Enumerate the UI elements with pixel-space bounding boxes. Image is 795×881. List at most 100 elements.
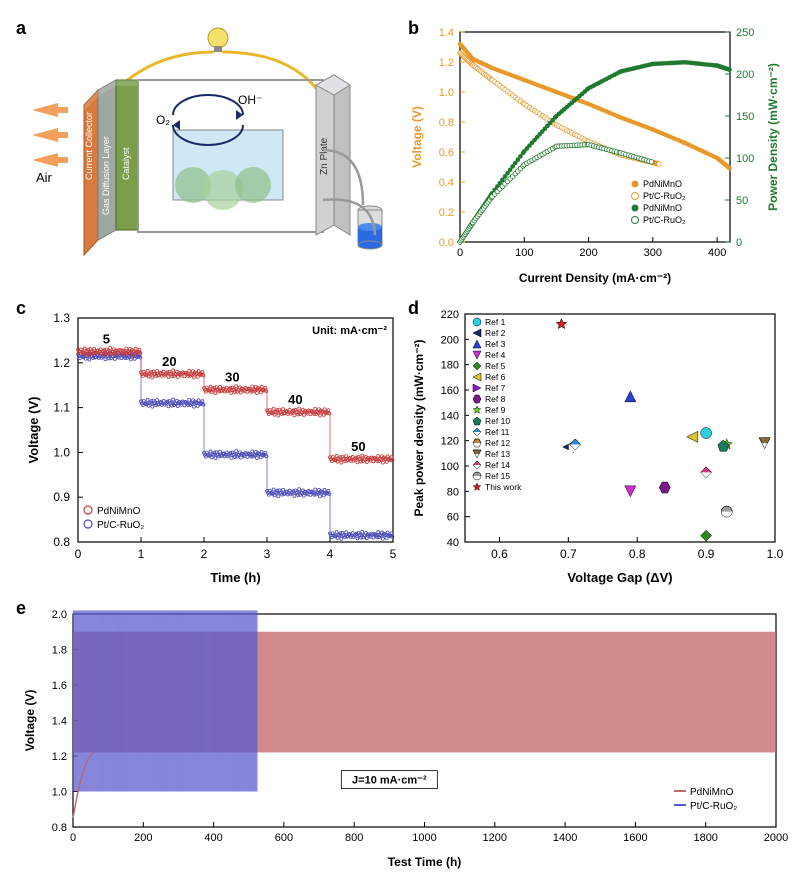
svg-text:1.2: 1.2 xyxy=(53,356,70,370)
svg-text:1.2: 1.2 xyxy=(439,57,454,69)
svg-text:Current Density (mA·cm⁻²): Current Density (mA·cm⁻²) xyxy=(519,271,671,285)
svg-text:300: 300 xyxy=(644,247,662,259)
svg-text:100: 100 xyxy=(441,461,459,473)
svg-text:2.0: 2.0 xyxy=(52,609,67,621)
svg-text:1.1: 1.1 xyxy=(53,401,70,415)
svg-text:100: 100 xyxy=(736,153,754,165)
svg-text:0.6: 0.6 xyxy=(439,147,454,159)
svg-text:180: 180 xyxy=(441,360,459,372)
svg-text:Unit: mA·cm⁻²: Unit: mA·cm⁻² xyxy=(312,325,387,337)
svg-text:1.0: 1.0 xyxy=(52,787,67,799)
svg-text:Ref 13: Ref 13 xyxy=(485,449,510,459)
svg-text:Ref 8: Ref 8 xyxy=(485,394,506,404)
svg-text:0: 0 xyxy=(457,247,463,259)
svg-text:Ref 12: Ref 12 xyxy=(485,438,510,448)
panel-e-chart: 0 200 400 600 800 1000 1200 1400 1600 1800 2000 0.8… xyxy=(18,602,788,872)
svg-text:4: 4 xyxy=(327,547,334,561)
svg-text:1.0: 1.0 xyxy=(767,547,784,561)
svg-text:PdNiMnO: PdNiMnO xyxy=(97,506,141,517)
svg-text:40: 40 xyxy=(447,537,459,549)
svg-text:Ref 3: Ref 3 xyxy=(485,339,506,349)
svg-text:J=10 mA·cm⁻²: J=10 mA·cm⁻² xyxy=(352,775,427,787)
svg-text:400: 400 xyxy=(708,247,726,259)
svg-text:100: 100 xyxy=(515,247,533,259)
svg-text:0.9: 0.9 xyxy=(53,490,70,504)
svg-text:50: 50 xyxy=(351,439,365,454)
o2-label: O₂ xyxy=(156,113,170,127)
svg-text:Ref 10: Ref 10 xyxy=(485,416,510,426)
oh-label: OH⁻ xyxy=(238,93,262,107)
svg-text:3: 3 xyxy=(264,547,271,561)
svg-text:0: 0 xyxy=(75,547,82,561)
svg-text:1200: 1200 xyxy=(483,832,507,844)
svg-text:0: 0 xyxy=(70,832,76,844)
svg-text:PdNiMnO: PdNiMnO xyxy=(643,203,682,213)
svg-text:5: 5 xyxy=(103,332,110,347)
svg-text:Ref 11: Ref 11 xyxy=(485,427,510,437)
svg-text:220: 220 xyxy=(441,309,459,321)
svg-text:0: 0 xyxy=(736,237,742,249)
svg-text:0.9: 0.9 xyxy=(698,547,715,561)
svg-text:Ref 2: Ref 2 xyxy=(485,328,506,338)
svg-text:Ref 7: Ref 7 xyxy=(485,383,506,393)
svg-text:600: 600 xyxy=(275,832,293,844)
svg-text:Peak power density (mW·cm⁻²): Peak power density (mW·cm⁻²) xyxy=(412,339,426,516)
svg-text:Pt/C-RuO₂: Pt/C-RuO₂ xyxy=(690,801,737,812)
svg-text:Voltage Gap (ΔV): Voltage Gap (ΔV) xyxy=(567,570,672,585)
svg-text:0.8: 0.8 xyxy=(52,822,67,834)
svg-text:1.8: 1.8 xyxy=(52,645,67,657)
svg-text:120: 120 xyxy=(441,436,459,448)
svg-text:1800: 1800 xyxy=(693,832,717,844)
svg-text:200: 200 xyxy=(134,832,152,844)
svg-text:0.2: 0.2 xyxy=(439,207,454,219)
svg-text:0.4: 0.4 xyxy=(439,177,454,189)
svg-text:160: 160 xyxy=(441,385,459,397)
svg-text:5: 5 xyxy=(390,547,397,561)
svg-text:Voltage (V): Voltage (V) xyxy=(23,690,37,752)
svg-text:30: 30 xyxy=(225,370,239,385)
air-label: Air xyxy=(36,170,53,185)
svg-text:This work: This work xyxy=(485,482,522,492)
panel-b-chart: 0 100 200 300 400 0.0 0.2 0.4 0.6 0.8 1.0 1.2 1.4 0 50… xyxy=(405,20,785,290)
svg-text:60: 60 xyxy=(447,512,459,524)
svg-text:0.0: 0.0 xyxy=(439,237,454,249)
svg-text:PdNiMnO: PdNiMnO xyxy=(643,179,682,189)
panel-c-chart: 0123450.80.91.01.11.21.3Time (h)Voltage … xyxy=(20,300,405,590)
svg-text:2: 2 xyxy=(201,547,208,561)
svg-text:1.0: 1.0 xyxy=(439,87,454,99)
svg-text:Ref 1: Ref 1 xyxy=(485,317,506,327)
svg-text:1.4: 1.4 xyxy=(439,27,454,39)
svg-text:Ref 6: Ref 6 xyxy=(485,372,506,382)
svg-text:200: 200 xyxy=(579,247,597,259)
svg-text:140: 140 xyxy=(441,410,459,422)
layer-gdl: Gas Diffusion Layer xyxy=(101,136,111,215)
svg-text:1600: 1600 xyxy=(623,832,647,844)
svg-text:0.8: 0.8 xyxy=(629,547,646,561)
svg-text:Voltage (V): Voltage (V) xyxy=(410,106,424,168)
svg-text:0.8: 0.8 xyxy=(439,117,454,129)
svg-text:400: 400 xyxy=(204,832,222,844)
svg-text:1.6: 1.6 xyxy=(52,680,67,692)
svg-text:150: 150 xyxy=(736,111,754,123)
svg-text:800: 800 xyxy=(345,832,363,844)
svg-text:Ref 4: Ref 4 xyxy=(485,350,506,360)
svg-text:1000: 1000 xyxy=(412,832,436,844)
svg-text:Time (h): Time (h) xyxy=(210,570,260,585)
svg-text:1.4: 1.4 xyxy=(52,716,67,728)
svg-text:50: 50 xyxy=(736,195,748,207)
svg-text:200: 200 xyxy=(736,69,754,81)
svg-text:1.2: 1.2 xyxy=(52,751,67,763)
svg-text:Test Time (h): Test Time (h) xyxy=(388,855,462,869)
svg-text:Ref 9: Ref 9 xyxy=(485,405,506,415)
svg-text:Power Density (mW·cm⁻²): Power Density (mW·cm⁻²) xyxy=(766,63,780,211)
svg-text:1: 1 xyxy=(138,547,145,561)
panel-d-chart: 0.60.70.80.91.04060801001201401601802002… xyxy=(405,300,785,590)
layer-catalyst: Catalyst xyxy=(121,147,131,180)
svg-text:Ref 14: Ref 14 xyxy=(485,460,510,470)
svg-text:2000: 2000 xyxy=(764,832,788,844)
svg-text:Pt/C-RuO₂: Pt/C-RuO₂ xyxy=(97,520,144,531)
svg-text:1400: 1400 xyxy=(553,832,577,844)
svg-text:0.6: 0.6 xyxy=(491,547,508,561)
panel-a-diagram: Air Current Collector Gas Diffusion Laye… xyxy=(18,20,388,290)
svg-text:1.3: 1.3 xyxy=(53,311,70,325)
